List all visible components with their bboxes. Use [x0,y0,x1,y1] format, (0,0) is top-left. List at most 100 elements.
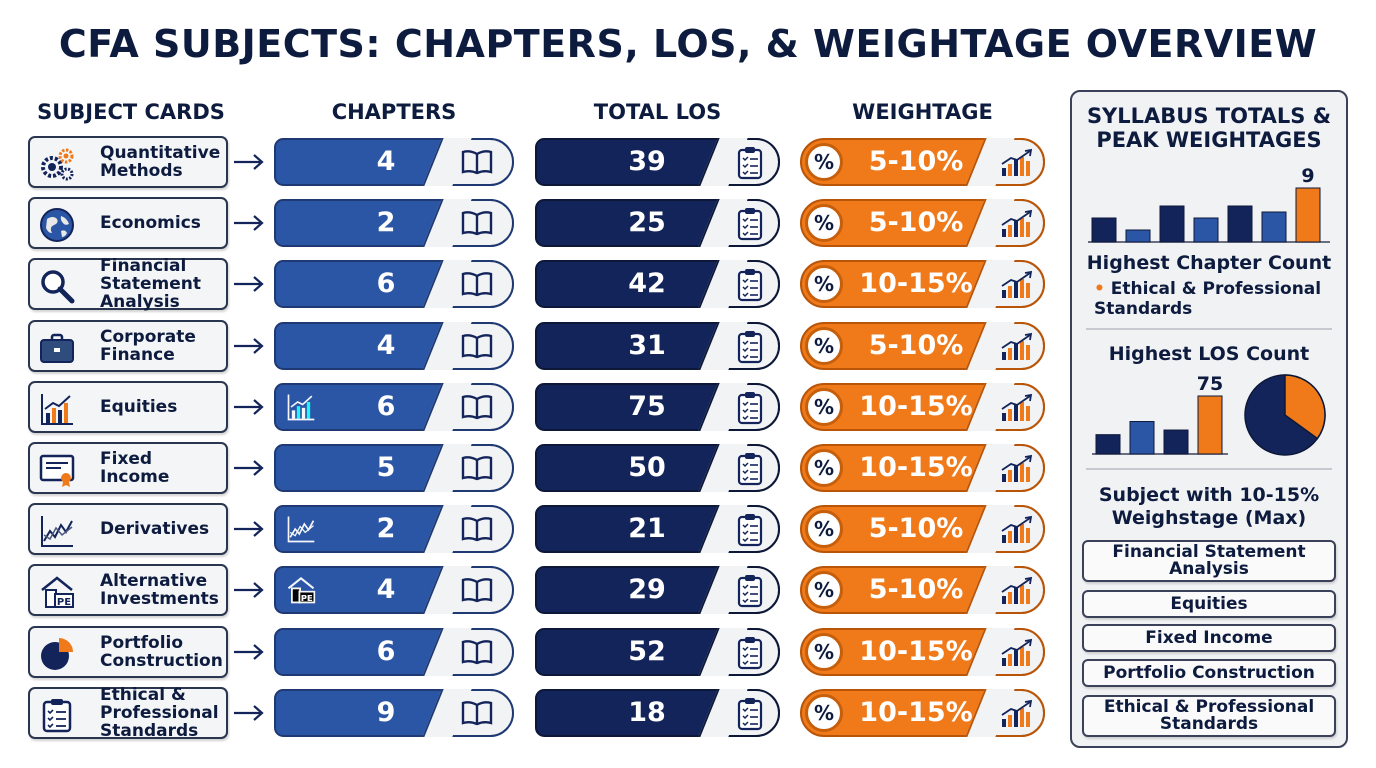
highest-chapter-winner-text: Ethical & Professional Standards [1094,279,1322,319]
subject-row: Derivatives 2 21 % 5-10% [0,503,1060,559]
chapters-pill: 4 [274,138,514,186]
percent-icon: % [805,265,843,304]
chapters-value: 4 [376,574,396,606]
peak-subject-item: Fixed Income [1082,624,1336,652]
book-icon [461,150,493,175]
growth-chart-icon [1001,699,1033,727]
chapters-pill: 5 [274,444,514,492]
chart-bar [1129,421,1155,455]
chart-bar [1227,205,1253,243]
book-icon [461,578,493,603]
growth-chart-icon [1001,638,1033,666]
chart-bar [1193,217,1219,243]
growth-chart-icon [1001,210,1033,238]
book-icon [444,260,514,309]
arrow-right-icon [234,643,264,660]
subject-row: Financial Statement Analysis 6 42 % 10-1… [0,256,1060,314]
column-header-los: TOTAL LOS [593,100,722,124]
arrow-right-icon [234,704,264,721]
chapters-value: 6 [376,268,396,300]
house-pe-icon: PE [284,575,322,605]
growth-chart-icon [987,505,1045,554]
los-value: 52 [628,635,666,667]
chart-bar [1159,205,1185,243]
checklist-icon [720,688,780,737]
column-header-weightage: WEIGHTAGE [852,100,993,124]
gears-icon [39,146,75,182]
peak-subject-item: Ethical & Professional Standards [1082,695,1336,737]
subject-card[interactable]: Ethical & Professional Standards [28,684,228,741]
growth-chart-icon [1001,332,1033,360]
chapters-pill: 6 [274,627,514,676]
los-value: 50 [628,452,666,483]
subject-card[interactable]: Corporate Finance [28,319,228,372]
checklist-icon [737,269,763,302]
weightage-pill: % 5-10% [800,566,1045,615]
growth-chart-icon [1001,148,1033,176]
book-icon [444,627,514,676]
weightage-pill: % 5-10% [800,321,1045,370]
book-icon [444,444,514,492]
los-value: 25 [628,207,666,239]
weightage-value: 10-15% [859,635,973,667]
subject-card[interactable]: Fixed Income [28,442,228,494]
chart-bar [1163,429,1189,455]
chapters-pill: PE 4 [274,566,514,615]
percent-icon: % [805,143,843,181]
subject-card[interactable]: Portfolio Construction [28,625,228,678]
column-header-chapters: CHAPTERS [331,100,457,124]
subject-name: Fixed Income [100,449,170,487]
weightage-pill: % 5-10% [800,138,1045,186]
percent-icon: % [805,693,843,732]
subject-name: Ethical & Professional Standards [100,684,219,741]
book-icon [444,566,514,615]
subject-name: Derivatives [100,519,210,540]
percent-icon: % [805,632,843,671]
subject-card[interactable]: Financial Statement Analysis [28,256,228,313]
divider [1086,328,1332,330]
growth-chart-icon [1001,393,1033,421]
los-pill: 42 [535,260,780,309]
chart-max-label: 75 [1197,373,1223,395]
clipboard-icon [39,697,75,733]
subject-card[interactable]: PE Alternative Investments [28,564,228,617]
chart-max-label: 9 [1301,165,1314,187]
page-title: CFA SUBJECTS: CHAPTERS, LOS, & WEIGHTAGE… [58,22,1318,66]
los-value: 29 [628,574,666,606]
los-value: 31 [628,329,666,361]
subject-card[interactable]: Equities [28,380,228,433]
bar-chart-icon [39,391,75,427]
los-count-chart: 75 [1092,373,1228,455]
subject-card[interactable]: Derivatives [28,503,228,556]
los-pill: 18 [535,688,780,737]
weightage-value: 5-10% [868,574,964,606]
chart-bar [1095,434,1121,455]
los-pie-chart [1244,374,1326,456]
magnifier-icon [39,268,75,304]
checklist-icon [737,330,763,363]
subject-row: PE Alternative Investments PE 4 29 % 5-1… [0,564,1060,620]
los-pill: 25 [535,199,780,248]
los-value: 75 [628,390,666,422]
subject-card[interactable]: Quantitative Methods [28,136,228,188]
chapters-value: 5 [376,452,396,483]
peak-subject-item: Portfolio Construction [1082,659,1336,687]
book-icon [461,700,493,726]
arrow-right-icon [234,276,264,293]
book-icon [444,382,514,431]
weightage-value: 10-15% [859,268,973,300]
highest-chapter-heading: Highest Chapter Count [1086,252,1332,274]
checklist-icon [720,260,780,309]
chapters-value: 6 [376,390,396,422]
los-pill: 21 [535,505,780,554]
subject-name: Corporate Finance [100,326,196,365]
arrow-right-icon [234,215,264,232]
bar-chart-icon [284,392,322,422]
subject-name: Financial Statement Analysis [100,256,201,313]
weightage-pill: % 10-15% [800,688,1045,737]
subject-card[interactable]: Economics [28,197,228,250]
briefcase-icon [39,330,75,366]
growth-chart-icon [1001,454,1033,482]
pie-chart-icon [39,636,75,672]
book-icon [461,456,493,481]
